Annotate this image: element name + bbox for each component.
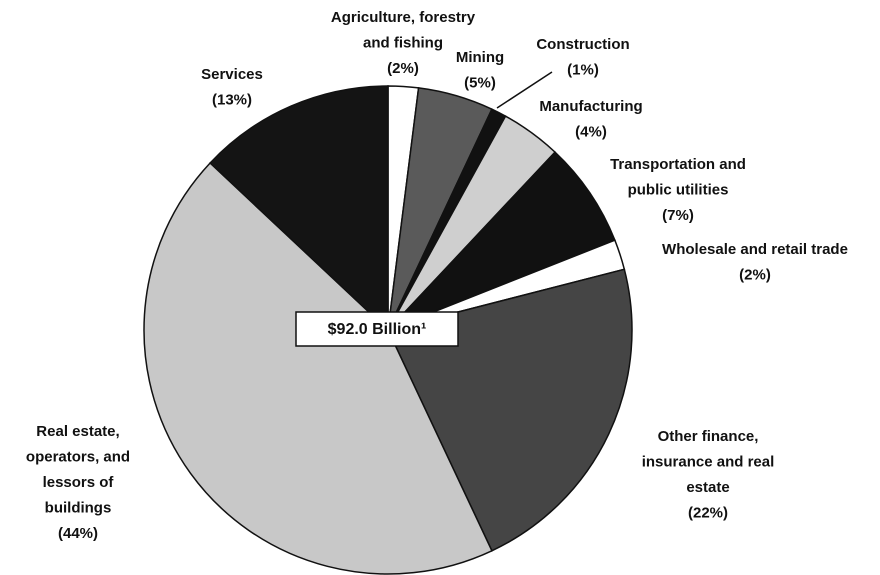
- slice-label: Services: [201, 66, 263, 83]
- slice-label: Agriculture, forestry: [331, 9, 476, 26]
- slice-value-label: (7%): [662, 207, 694, 224]
- pie-slice: [143, 161, 493, 575]
- slices: [143, 85, 633, 575]
- slice-value-label: (22%): [688, 504, 728, 521]
- slice-value-label: (4%): [575, 123, 607, 140]
- slice-value-label: (2%): [739, 266, 771, 283]
- slice-label: Manufacturing: [539, 98, 642, 115]
- slice-label: and fishing: [363, 34, 443, 51]
- pie-slice: [387, 151, 616, 331]
- slice-label: estate: [686, 479, 729, 496]
- slice-value-label: (44%): [58, 525, 98, 542]
- slice-label: Construction: [536, 36, 629, 53]
- slice-label: Mining: [456, 49, 504, 66]
- slice-value-label: (1%): [567, 61, 599, 78]
- slice-value-label: (5%): [464, 74, 496, 91]
- slice-label: public utilities: [628, 181, 729, 198]
- slice-label: buildings: [45, 499, 112, 516]
- center-label-box: [295, 311, 459, 347]
- slice-value-label: (13%): [212, 91, 252, 108]
- slice-label: operators, and: [26, 448, 130, 465]
- center-label: $92.0 Billion¹: [328, 321, 427, 338]
- leader-line: [496, 71, 553, 109]
- slice-label: insurance and real: [642, 453, 775, 470]
- slice-label: Real estate,: [36, 423, 119, 440]
- slice-value-label: (2%): [387, 60, 419, 77]
- slice-label: Wholesale and retail trade: [662, 241, 848, 258]
- slice-label: lessors of: [43, 474, 115, 491]
- slice-label: Other finance,: [658, 428, 759, 445]
- pie-slice: [209, 85, 389, 332]
- slice-label: Transportation and: [610, 156, 746, 173]
